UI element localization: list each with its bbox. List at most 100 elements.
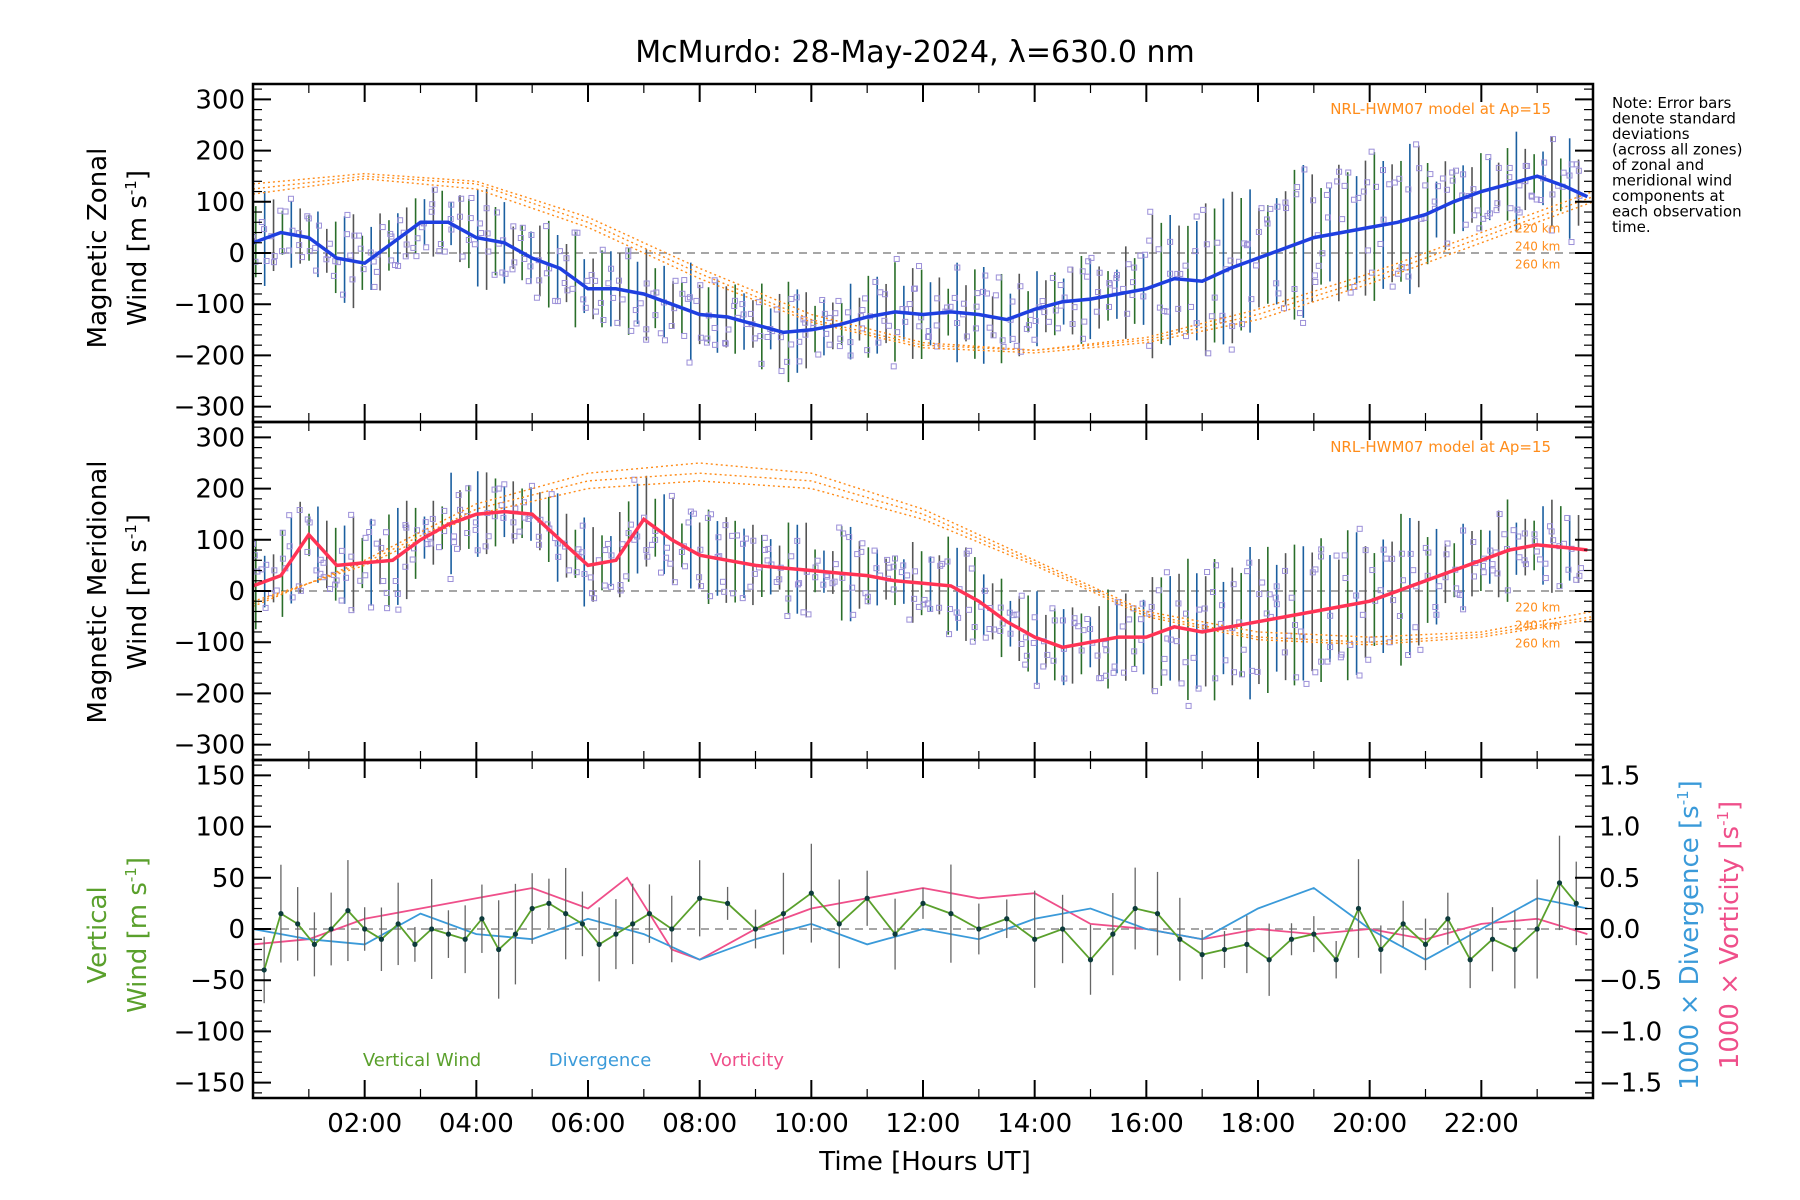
zone-sample	[1565, 566, 1572, 573]
zone-sample	[482, 543, 489, 550]
zone-sample	[1365, 247, 1372, 254]
zone-sample	[1542, 560, 1549, 567]
zone-sample	[1195, 685, 1202, 692]
zone-sample	[750, 537, 757, 544]
zone-sample	[1460, 171, 1467, 178]
zone-sample	[631, 476, 638, 483]
zone-sample	[1550, 136, 1557, 143]
zone-sample	[1230, 581, 1237, 588]
zone-sample	[1244, 240, 1251, 247]
vertical-wind-point	[1573, 900, 1579, 906]
zone-sample	[1022, 661, 1029, 668]
zone-sample	[1009, 335, 1016, 342]
vertical-wind-point	[1004, 916, 1010, 922]
zone-sample	[668, 323, 675, 330]
zonal-ylabel-end: ]	[123, 170, 153, 180]
zone-sample	[954, 264, 961, 271]
zone-sample	[1254, 668, 1261, 675]
zone-sample	[871, 547, 878, 554]
zone-sample	[925, 333, 932, 340]
zone-sample	[820, 581, 827, 588]
zone-sample	[597, 299, 604, 306]
zone-sample	[1240, 646, 1247, 653]
zone-sample	[1164, 635, 1171, 642]
zone-sample	[347, 252, 354, 259]
vertical-wind-point	[1400, 921, 1406, 927]
zone-sample	[1253, 262, 1260, 269]
zone-sample	[1175, 305, 1182, 312]
zone-sample	[1212, 675, 1219, 682]
zone-sample	[511, 533, 518, 540]
zone-sample	[588, 271, 595, 278]
plot-area	[253, 131, 1593, 383]
zone-sample	[836, 524, 843, 531]
vertical-wind-point	[1445, 916, 1451, 922]
zone-sample	[1412, 624, 1419, 631]
zone-sample	[1049, 274, 1056, 281]
zone-sample	[511, 259, 518, 266]
zone-sample	[1204, 569, 1211, 576]
vertical-wind-point	[412, 941, 418, 947]
zone-sample	[414, 527, 421, 534]
zone-sample	[1255, 228, 1262, 235]
zone-sample	[1071, 619, 1078, 626]
zone-sample	[963, 333, 970, 340]
zone-sample	[934, 295, 941, 302]
zone-sample	[370, 258, 377, 265]
zone-sample	[1510, 527, 1517, 534]
zone-sample	[928, 556, 935, 563]
zonal-ylabel-sup: -1	[122, 180, 140, 195]
vertical-ylabel-line1: Vertical	[83, 886, 113, 983]
zone-sample	[1360, 188, 1367, 195]
zone-sample	[467, 215, 474, 222]
zone-sample	[796, 580, 803, 587]
x-tick-label: 04:00	[439, 1109, 514, 1139]
vertical-wind-point	[1177, 936, 1183, 942]
zone-sample	[625, 530, 632, 537]
vertical-wind-point	[1288, 936, 1295, 942]
zone-sample	[1312, 669, 1319, 676]
zone-sample	[485, 248, 492, 255]
zone-sample	[1041, 309, 1048, 316]
zone-sample	[794, 581, 801, 588]
zone-sample	[527, 263, 534, 270]
zone-sample	[1217, 620, 1224, 627]
zone-sample	[1573, 161, 1580, 168]
y-tick-label: 0	[228, 577, 245, 607]
zone-sample	[788, 341, 795, 348]
zone-sample	[739, 301, 746, 308]
zone-sample	[582, 304, 589, 311]
legend-vertical-wind: Vertical Wind	[363, 1050, 481, 1071]
zone-sample	[1137, 616, 1144, 623]
vertical-wind-point	[1032, 936, 1038, 942]
zone-sample	[1256, 591, 1263, 598]
zone-sample	[1507, 205, 1514, 212]
plot-area	[253, 462, 1593, 709]
zone-sample	[1537, 197, 1544, 204]
zonal-ylabel-main: Wind [m s	[123, 195, 153, 326]
zone-sample	[289, 594, 296, 601]
zone-sample	[678, 548, 685, 555]
zone-sample	[340, 291, 347, 298]
zone-sample	[1427, 171, 1434, 178]
zone-sample	[1243, 242, 1250, 249]
zone-sample	[1069, 320, 1076, 327]
divergence-label-main: 1000 × Divergence [s	[1675, 805, 1705, 1090]
zone-sample	[1106, 281, 1113, 288]
zone-sample	[1051, 617, 1058, 624]
y-tick-label: 100	[195, 188, 245, 218]
x-tick-label: 12:00	[886, 1109, 961, 1139]
zone-sample	[1152, 688, 1159, 695]
zone-sample	[1369, 567, 1376, 574]
zone-sample	[1493, 207, 1500, 214]
zone-sample	[1391, 179, 1398, 186]
zone-sample	[448, 201, 455, 208]
vertical-wind-point	[1556, 880, 1563, 886]
zone-sample	[510, 519, 517, 526]
zone-sample	[536, 277, 543, 284]
zone-sample	[1103, 672, 1110, 679]
zone-sample	[925, 328, 932, 335]
zone-sample	[681, 332, 688, 339]
zone-sample	[831, 578, 838, 585]
zone-sample	[747, 583, 754, 590]
